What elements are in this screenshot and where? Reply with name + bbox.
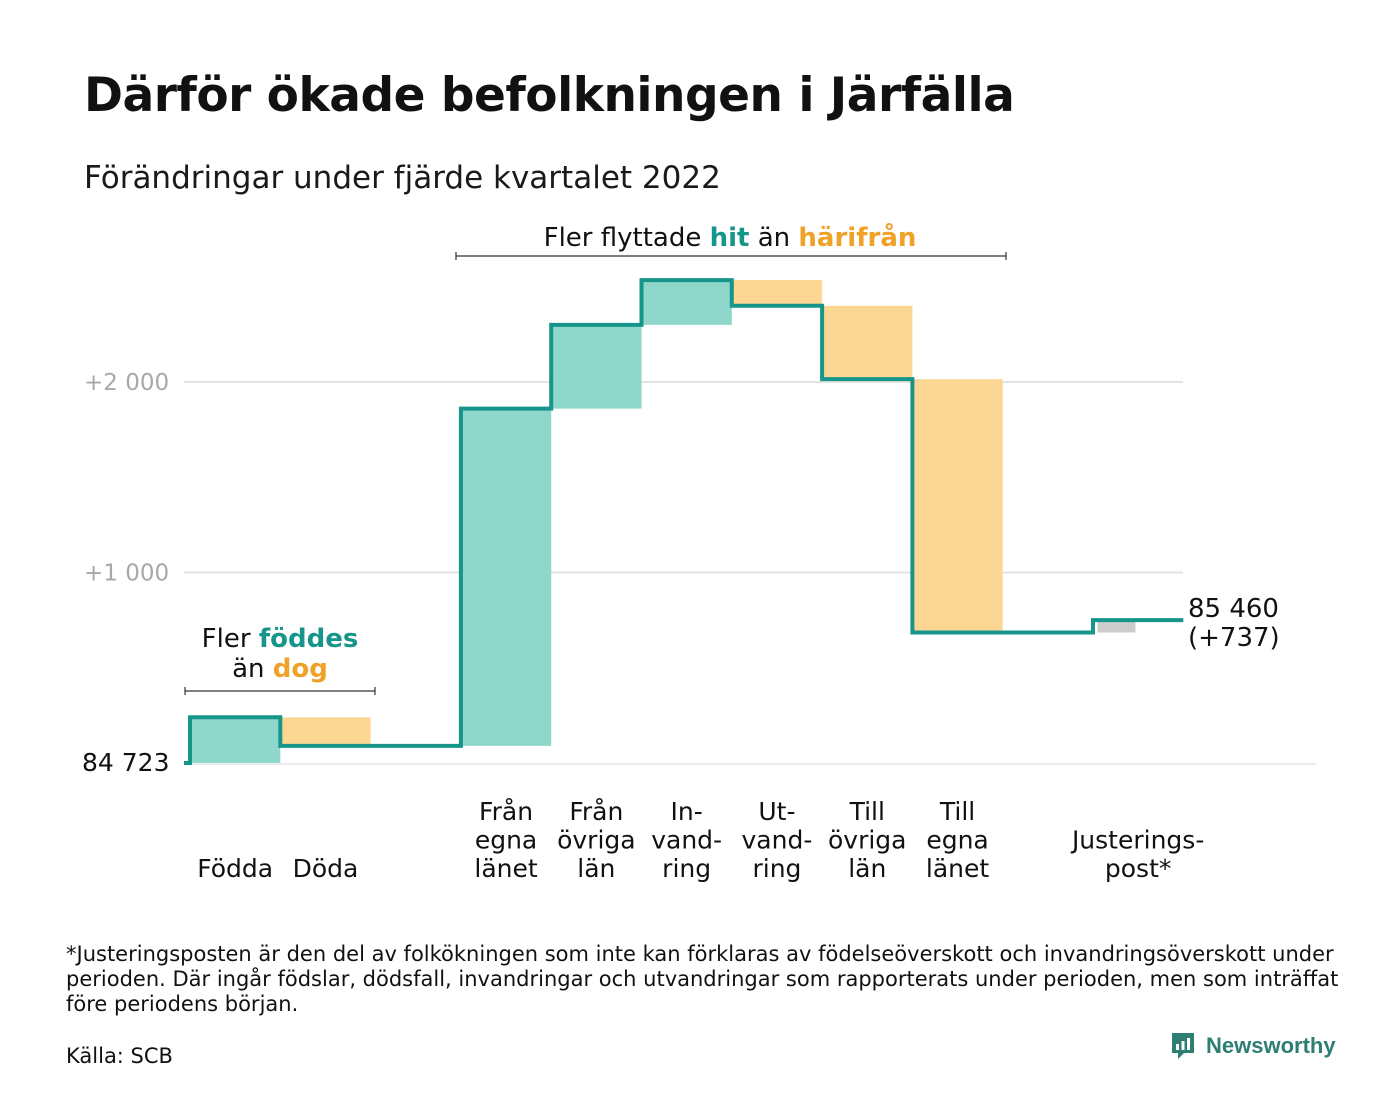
chart-subtitle: Förändringar under fjärde kvartalet 2022 [84,160,721,196]
category-label: Från [569,797,623,826]
end-value-label: 85 460 [1188,594,1279,624]
category-label: vand- [651,826,722,855]
y-tick-label: +1 000 [84,561,169,587]
source-label: Källa: SCB [66,1044,173,1068]
bar-step-7 [822,305,913,380]
bar-step-10 [1097,620,1136,633]
cumulative-line [184,278,1184,765]
category-label: Födda [197,854,273,883]
category-label: Justerings- [1070,826,1204,855]
category-label: Döda [293,854,359,883]
category-label: post* [1105,854,1172,883]
category-label: Ut- [758,797,795,826]
category-label: vand- [742,826,813,855]
bar-step-6 [731,280,823,306]
newsworthy-logo-icon [1172,1033,1194,1059]
y-tick-label: +2 000 [84,370,169,396]
births-annotation-line1: Fler föddes [202,624,359,654]
brand-name: Newsworthy [1206,1033,1336,1058]
category-label: Från [479,797,533,826]
births-annotation-line2: än dog [232,654,328,684]
category-label: övriga [828,826,907,855]
category-label: egna [475,826,537,855]
bar-step-8 [912,379,1003,633]
category-label: länet [474,854,537,883]
bar-step-5 [641,280,732,325]
category-label: län [848,854,886,883]
category-label: In- [671,797,703,826]
category-label: Till [849,797,885,826]
category-label: länet [926,854,989,883]
category-label: län [577,854,615,883]
category-label: ring [662,854,711,883]
start-value-label: 84 723 [82,748,169,777]
bar-step-0 [190,717,281,763]
brand-logo[interactable]: Newsworthy [1170,1031,1336,1061]
category-label: Till [939,797,975,826]
migration-annotation: Fler flyttade hit än härifrån [544,221,917,253]
footnote: *Justeringsposten är den del av folkökni… [66,942,1339,1016]
category-label: egna [926,826,988,855]
end-change-label: (+737) [1188,623,1280,653]
chart-title: Därför ökade befolkningen i Järfälla [84,68,1015,123]
category-label: ring [752,854,801,883]
bar-step-4 [551,324,642,409]
category-label: övriga [557,826,636,855]
bar-step-3 [460,408,552,746]
bar-step-1 [280,717,371,746]
waterfall-chart: +1 000 +2 000 84 723 85 460(+737) Födda Döda F… [82,221,1316,883]
